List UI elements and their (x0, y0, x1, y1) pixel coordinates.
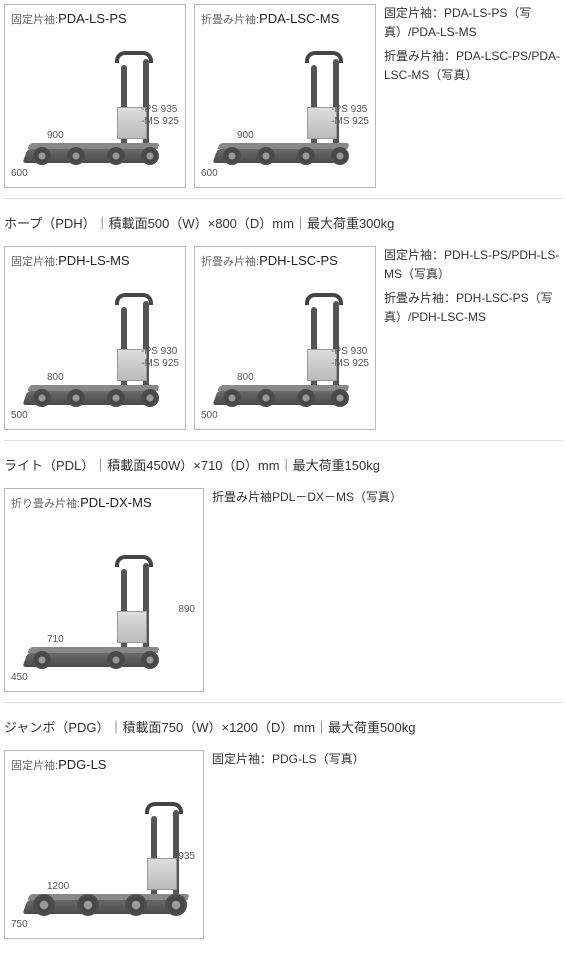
divider (4, 198, 562, 199)
model-code: PDA-LSC-MS (259, 11, 339, 26)
dim-height: -PS 930-MS 925 (141, 346, 179, 369)
product-row-pdh: 固定片袖:PDH-LS-MS 800 500 -PS 930-MS 925 折畳… (4, 246, 562, 430)
dim-depth: 500 (11, 410, 28, 421)
desc-line: 固定片袖：PDA-LS-PS（写真）/PDA-LS-MS (384, 4, 562, 41)
title-prefix: 折畳み片袖: (201, 14, 259, 26)
dim-width: 710 (47, 634, 64, 645)
side-description: 固定片袖：PDA-LS-PS（写真）/PDA-LS-MS 折畳み片袖：PDA-L… (384, 4, 562, 90)
model-code: PDH-LSC-PS (259, 253, 338, 268)
dim-width: 900 (47, 130, 64, 141)
cart-diagram: 800 500 -PS 930-MS 925 (201, 273, 369, 423)
cart-diagram: 800 500 -PS 930-MS 925 (11, 273, 179, 423)
side-description: 折畳み片袖PDL－DX－MS（写真） (212, 488, 562, 513)
dim-height: -PS 935-MS 925 (331, 104, 369, 127)
card-title: 折畳み片袖:PDA-LSC-MS (201, 11, 369, 27)
dim-height: 890 (178, 604, 195, 615)
cart-illustration (25, 653, 155, 667)
section-heading: ジャンボ（PDG）｜積載面750（W）×1200（D）mm｜最大荷重500kg (4, 711, 562, 742)
cart-diagram: 900 600 -PS 935-MS 925 (11, 31, 179, 181)
dim-height: -PS 935-MS 925 (141, 104, 179, 127)
product-row-pdg: 固定片袖:PDG-LS 1200 750 935 固定片袖：PDG-LS（写真） (4, 750, 562, 939)
model-code: PDH-LS-MS (58, 253, 130, 268)
model-code: PDA-LS-PS (58, 11, 127, 26)
title-prefix: 固定片袖: (11, 256, 58, 268)
cart-diagram: 900 600 -PS 935-MS 925 (201, 31, 369, 181)
desc-line: 折畳み片袖：PDH-LSC-PS（写真）/PDH-LSC-MS (384, 289, 562, 326)
model-code: PDL-DX-MS (80, 495, 152, 510)
cart-illustration (215, 149, 345, 163)
card-title: 折り畳み片袖:PDL-DX-MS (11, 495, 197, 511)
dim-width: 1200 (47, 881, 69, 892)
section-heading: ホープ（PDH）｜積載面500（W）×800（D）mm｜最大荷重300kg (4, 207, 562, 238)
desc-line: 折畳み片袖：PDA-LSC-PS/PDA-LSC-MS（写真） (384, 47, 562, 84)
product-row-pdl: 折り畳み片袖:PDL-DX-MS 710 450 890 折畳み片袖PDL－DX… (4, 488, 562, 692)
card-title: 固定片袖:PDA-LS-PS (11, 11, 179, 27)
section-heading: ライト（PDL）｜積載面450W）×710（D）mm｜最大荷重150kg (4, 449, 562, 480)
desc-line: 固定片袖：PDH-LS-PS/PDH-LS-MS（写真） (384, 246, 562, 283)
cart-illustration (25, 900, 185, 914)
dim-height: 935 (178, 851, 195, 862)
product-card: 折畳み片袖:PDA-LSC-MS 900 600 -PS 935-MS 925 (194, 4, 376, 188)
cart-illustration (215, 391, 345, 405)
model-code: PDG-LS (58, 757, 106, 772)
side-description: 固定片袖：PDH-LS-PS/PDH-LS-MS（写真） 折畳み片袖：PDH-L… (384, 246, 562, 332)
product-card: 折り畳み片袖:PDL-DX-MS 710 450 890 (4, 488, 204, 692)
title-prefix: 折畳み片袖: (201, 256, 259, 268)
dim-depth: 500 (201, 410, 218, 421)
dim-depth: 750 (11, 919, 28, 930)
card-title: 固定片袖:PDH-LS-MS (11, 253, 179, 269)
product-card: 固定片袖:PDG-LS 1200 750 935 (4, 750, 204, 939)
product-card: 固定片袖:PDA-LS-PS 900 600 -PS 935-MS 925 (4, 4, 186, 188)
product-row-pda: 固定片袖:PDA-LS-PS 900 600 -PS 935-MS 925 折畳… (4, 4, 562, 188)
title-prefix: 折り畳み片袖: (11, 498, 80, 510)
dim-depth: 600 (201, 168, 218, 179)
desc-line: 折畳み片袖PDL－DX－MS（写真） (212, 488, 562, 507)
product-card: 固定片袖:PDH-LS-MS 800 500 -PS 930-MS 925 (4, 246, 186, 430)
card-title: 固定片袖:PDG-LS (11, 757, 197, 773)
dim-height: -PS 930-MS 925 (331, 346, 369, 369)
dim-width: 800 (237, 372, 254, 383)
cart-illustration (25, 391, 155, 405)
title-prefix: 固定片袖: (11, 760, 58, 772)
divider (4, 702, 562, 703)
product-card: 折畳み片袖:PDH-LSC-PS 800 500 -PS 930-MS 925 (194, 246, 376, 430)
dim-width: 900 (237, 130, 254, 141)
dim-depth: 450 (11, 672, 28, 683)
dim-depth: 600 (11, 168, 28, 179)
desc-line: 固定片袖：PDG-LS（写真） (212, 750, 562, 769)
cart-diagram: 1200 750 935 (11, 777, 197, 932)
card-title: 折畳み片袖:PDH-LSC-PS (201, 253, 369, 269)
title-prefix: 固定片袖: (11, 14, 58, 26)
side-description: 固定片袖：PDG-LS（写真） (212, 750, 562, 775)
cart-illustration (25, 149, 155, 163)
divider (4, 440, 562, 441)
dim-width: 800 (47, 372, 64, 383)
cart-diagram: 710 450 890 (11, 515, 197, 685)
